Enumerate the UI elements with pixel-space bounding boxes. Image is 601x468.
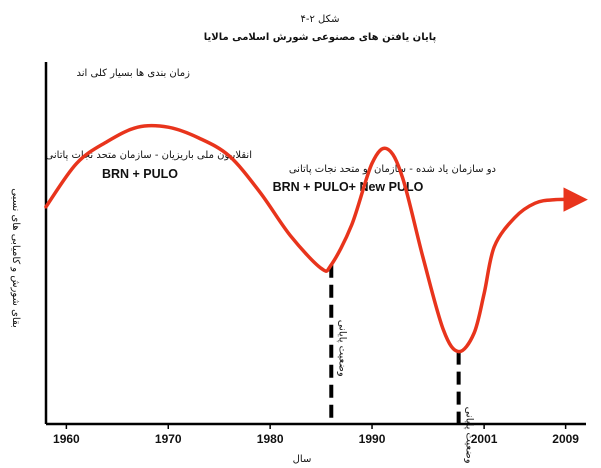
end-state-markers: وضعیت پایانی وضعیت پایانی	[329, 264, 475, 464]
chart-title: پایان یافتن های مصنوعی شورش اسلامی مالای…	[204, 32, 437, 43]
annotation-early-orgs: انقلابیون ملی باریزیان - سازمان متحد نجا…	[46, 150, 252, 161]
x-axis-label: سال	[293, 454, 312, 465]
figure-label: شکل ۲-۴	[300, 14, 339, 25]
series-line-0	[44, 123, 588, 354]
annotation-later-orgs: دو سازمان یاد شده - سازمان نو متحد نجات …	[289, 164, 496, 175]
annotation-timing-note: زمان بندی ها بسیار کلی اند	[77, 68, 191, 79]
x-tick-label-1970: 1970	[155, 432, 182, 446]
x-tick-label-1990: 1990	[359, 432, 386, 446]
x-tick-label-2009: 2009	[552, 432, 579, 446]
x-ticks: 1960 1970 1980 1990 2001 2009	[53, 424, 579, 446]
x-tick-label-2001: 2001	[471, 432, 498, 446]
end-state-label-2: وضعیت پایانی	[464, 407, 475, 464]
annotation-brn-pulo: BRN + PULO	[102, 167, 178, 181]
annotation-brn-pulo-newpulo: BRN + PULO+ New PULO	[273, 180, 424, 194]
x-tick-label-1960: 1960	[53, 432, 80, 446]
series-group	[44, 123, 588, 354]
end-state-label-1: وضعیت پایانی	[336, 320, 347, 377]
x-tick-label-1980: 1980	[257, 432, 284, 446]
y-axis-label: بقای شورش و کامیابی های نسبی	[10, 188, 21, 328]
